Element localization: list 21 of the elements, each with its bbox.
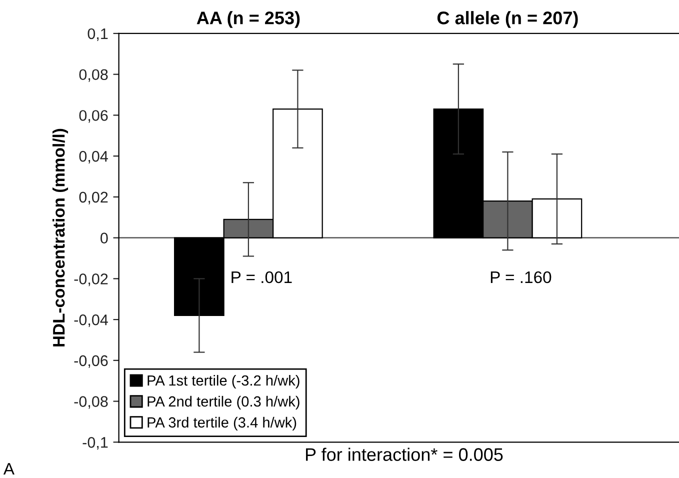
x-tick-label: AA (n = 253) [196, 11, 300, 28]
y-tick-label: 0,02 [79, 192, 108, 204]
x-tick-label: C allele (n = 207) [437, 11, 578, 28]
y-tick-label: -0,04 [74, 314, 108, 328]
legend-label: PA 1st tertile (-3.2 h/wk) [148, 374, 300, 389]
y-tick-label: 0,1 [88, 28, 108, 41]
text: A [3, 463, 14, 475]
y-tick-label: 0,06 [79, 110, 108, 123]
legend-label: PA 3rd tertile (3.4 h/wk) [148, 416, 296, 430]
x-axis-title: P for interaction* = 0.005 [306, 448, 503, 461]
annotation: P = .160 [490, 271, 552, 284]
y-tick-label: 0,04 [79, 150, 108, 164]
y-tick-label: 0,08 [79, 69, 108, 82]
y-tick-label: -0,02 [74, 274, 108, 286]
y-tick-label: -0,08 [74, 396, 108, 409]
y-tick-label: 0 [100, 232, 108, 244]
annotation: P = .001 [232, 271, 292, 284]
y-tick-label: -0,06 [74, 355, 108, 368]
legend-label: PA 2nd tertile (0.3 h/wk) [148, 396, 300, 410]
y-tick-label: -0,1 [82, 437, 108, 450]
y-axis-title: HDL-concentration (mmol/l) [52, 128, 68, 346]
